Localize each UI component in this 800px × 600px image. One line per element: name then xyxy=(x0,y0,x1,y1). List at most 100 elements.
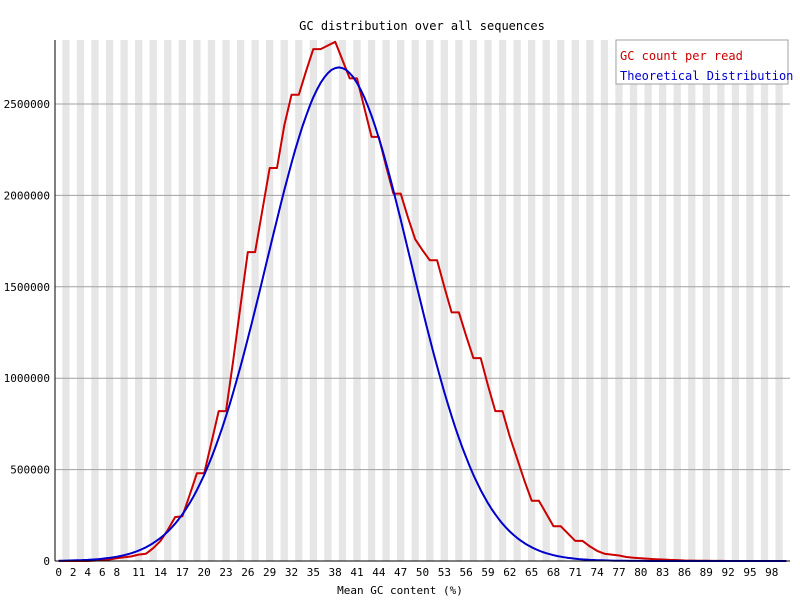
background-band xyxy=(222,40,230,561)
y-tick-label: 0 xyxy=(43,555,50,568)
x-tick-label: 92 xyxy=(722,566,735,579)
x-tick-label: 83 xyxy=(656,566,669,579)
background-band xyxy=(411,40,419,561)
background-band xyxy=(644,40,652,561)
background-band xyxy=(571,40,579,561)
background-band xyxy=(688,40,696,561)
background-band xyxy=(207,40,216,561)
x-tick-label: 32 xyxy=(285,566,298,579)
background-band xyxy=(586,40,594,561)
x-tick-label: 47 xyxy=(394,566,407,579)
background-band xyxy=(397,40,405,561)
background-band xyxy=(353,40,361,561)
x-tick-label: 74 xyxy=(591,566,605,579)
background-band xyxy=(484,40,492,561)
y-tick-label: 2500000 xyxy=(4,98,50,111)
background-band xyxy=(557,40,565,561)
x-tick-label: 14 xyxy=(154,566,168,579)
background-band xyxy=(149,40,157,561)
x-tick-label: 65 xyxy=(525,566,538,579)
background-band xyxy=(295,40,303,561)
background-band xyxy=(440,40,448,561)
x-tick-label: 41 xyxy=(350,566,363,579)
x-tick-label: 17 xyxy=(176,566,189,579)
x-tick-label: 35 xyxy=(307,566,320,579)
y-tick-label: 1000000 xyxy=(4,372,50,385)
x-tick-label: 53 xyxy=(438,566,451,579)
y-axis-ticks: 0 500000 1000000 1500000 2000000 2500000 xyxy=(4,98,50,568)
legend-entry-gc-count: GC count per read xyxy=(620,49,743,63)
legend-box xyxy=(615,39,789,85)
background-band xyxy=(280,40,288,561)
x-axis-ticks: 0 2 4 6 8 11 14 17 20 23 26 29 32 35 38 41 44 47 50 53 56 59 6… xyxy=(55,566,778,579)
background-band xyxy=(367,40,376,561)
y-tick-label: 2000000 xyxy=(4,189,50,202)
background-band xyxy=(338,40,347,561)
x-tick-label: 0 xyxy=(55,566,62,579)
x-tick-label: 50 xyxy=(416,566,429,579)
x-tick-label: 77 xyxy=(612,566,625,579)
x-tick-label: 20 xyxy=(198,566,211,579)
background-band xyxy=(178,40,186,561)
background-band xyxy=(193,40,201,561)
background-band xyxy=(105,40,114,561)
background-band xyxy=(382,40,390,561)
x-tick-label: 98 xyxy=(765,566,778,579)
horizontal-gridlines xyxy=(55,103,790,471)
background-band xyxy=(266,40,274,561)
legend: GC count per read Theoretical Distributi… xyxy=(615,39,793,85)
background-band xyxy=(746,40,754,561)
x-tick-label: 56 xyxy=(460,566,473,579)
x-tick-label: 8 xyxy=(114,566,121,579)
background-band xyxy=(629,40,638,561)
x-tick-label: 11 xyxy=(132,566,145,579)
background-band xyxy=(775,40,783,561)
background-band xyxy=(528,40,536,561)
background-band xyxy=(469,40,478,561)
background-band xyxy=(702,40,710,561)
background-band xyxy=(600,40,609,561)
background-band xyxy=(615,40,623,561)
x-tick-label: 44 xyxy=(372,566,386,579)
background-band xyxy=(498,40,507,561)
x-tick-label: 62 xyxy=(503,566,516,579)
background-band xyxy=(324,40,332,561)
background-band xyxy=(455,40,463,561)
background-band xyxy=(760,40,769,561)
x-tick-label: 68 xyxy=(547,566,560,579)
x-tick-label: 26 xyxy=(241,566,254,579)
x-tick-label: 6 xyxy=(99,566,106,579)
background-band xyxy=(309,40,317,561)
x-tick-label: 71 xyxy=(569,566,582,579)
background-band xyxy=(164,40,172,561)
x-tick-label: 80 xyxy=(634,566,647,579)
legend-entry-theoretical: Theoretical Distribution xyxy=(620,69,793,83)
background-band xyxy=(76,40,85,561)
background-band xyxy=(135,40,143,561)
background-band xyxy=(673,40,681,561)
background-band xyxy=(62,40,70,561)
y-tick-label: 500000 xyxy=(10,464,50,477)
x-tick-label: 2 xyxy=(70,566,77,579)
background-band xyxy=(120,40,128,561)
x-tick-label: 23 xyxy=(219,566,232,579)
x-tick-label: 86 xyxy=(678,566,691,579)
background-band xyxy=(731,40,740,561)
background-band xyxy=(659,40,667,561)
x-tick-label: 4 xyxy=(84,566,91,579)
background-band xyxy=(91,40,99,561)
x-axis-label: Mean GC content (%) xyxy=(337,584,463,597)
y-tick-label: 1500000 xyxy=(4,281,50,294)
background-bands xyxy=(62,40,783,561)
background-band xyxy=(251,40,259,561)
background-band xyxy=(717,40,725,561)
x-tick-label: 89 xyxy=(700,566,713,579)
x-tick-label: 29 xyxy=(263,566,276,579)
background-band xyxy=(426,40,434,561)
chart-title: GC distribution over all sequences xyxy=(299,19,545,33)
background-band xyxy=(542,40,550,561)
x-tick-label: 59 xyxy=(481,566,494,579)
x-tick-label: 38 xyxy=(329,566,342,579)
background-band xyxy=(513,40,521,561)
